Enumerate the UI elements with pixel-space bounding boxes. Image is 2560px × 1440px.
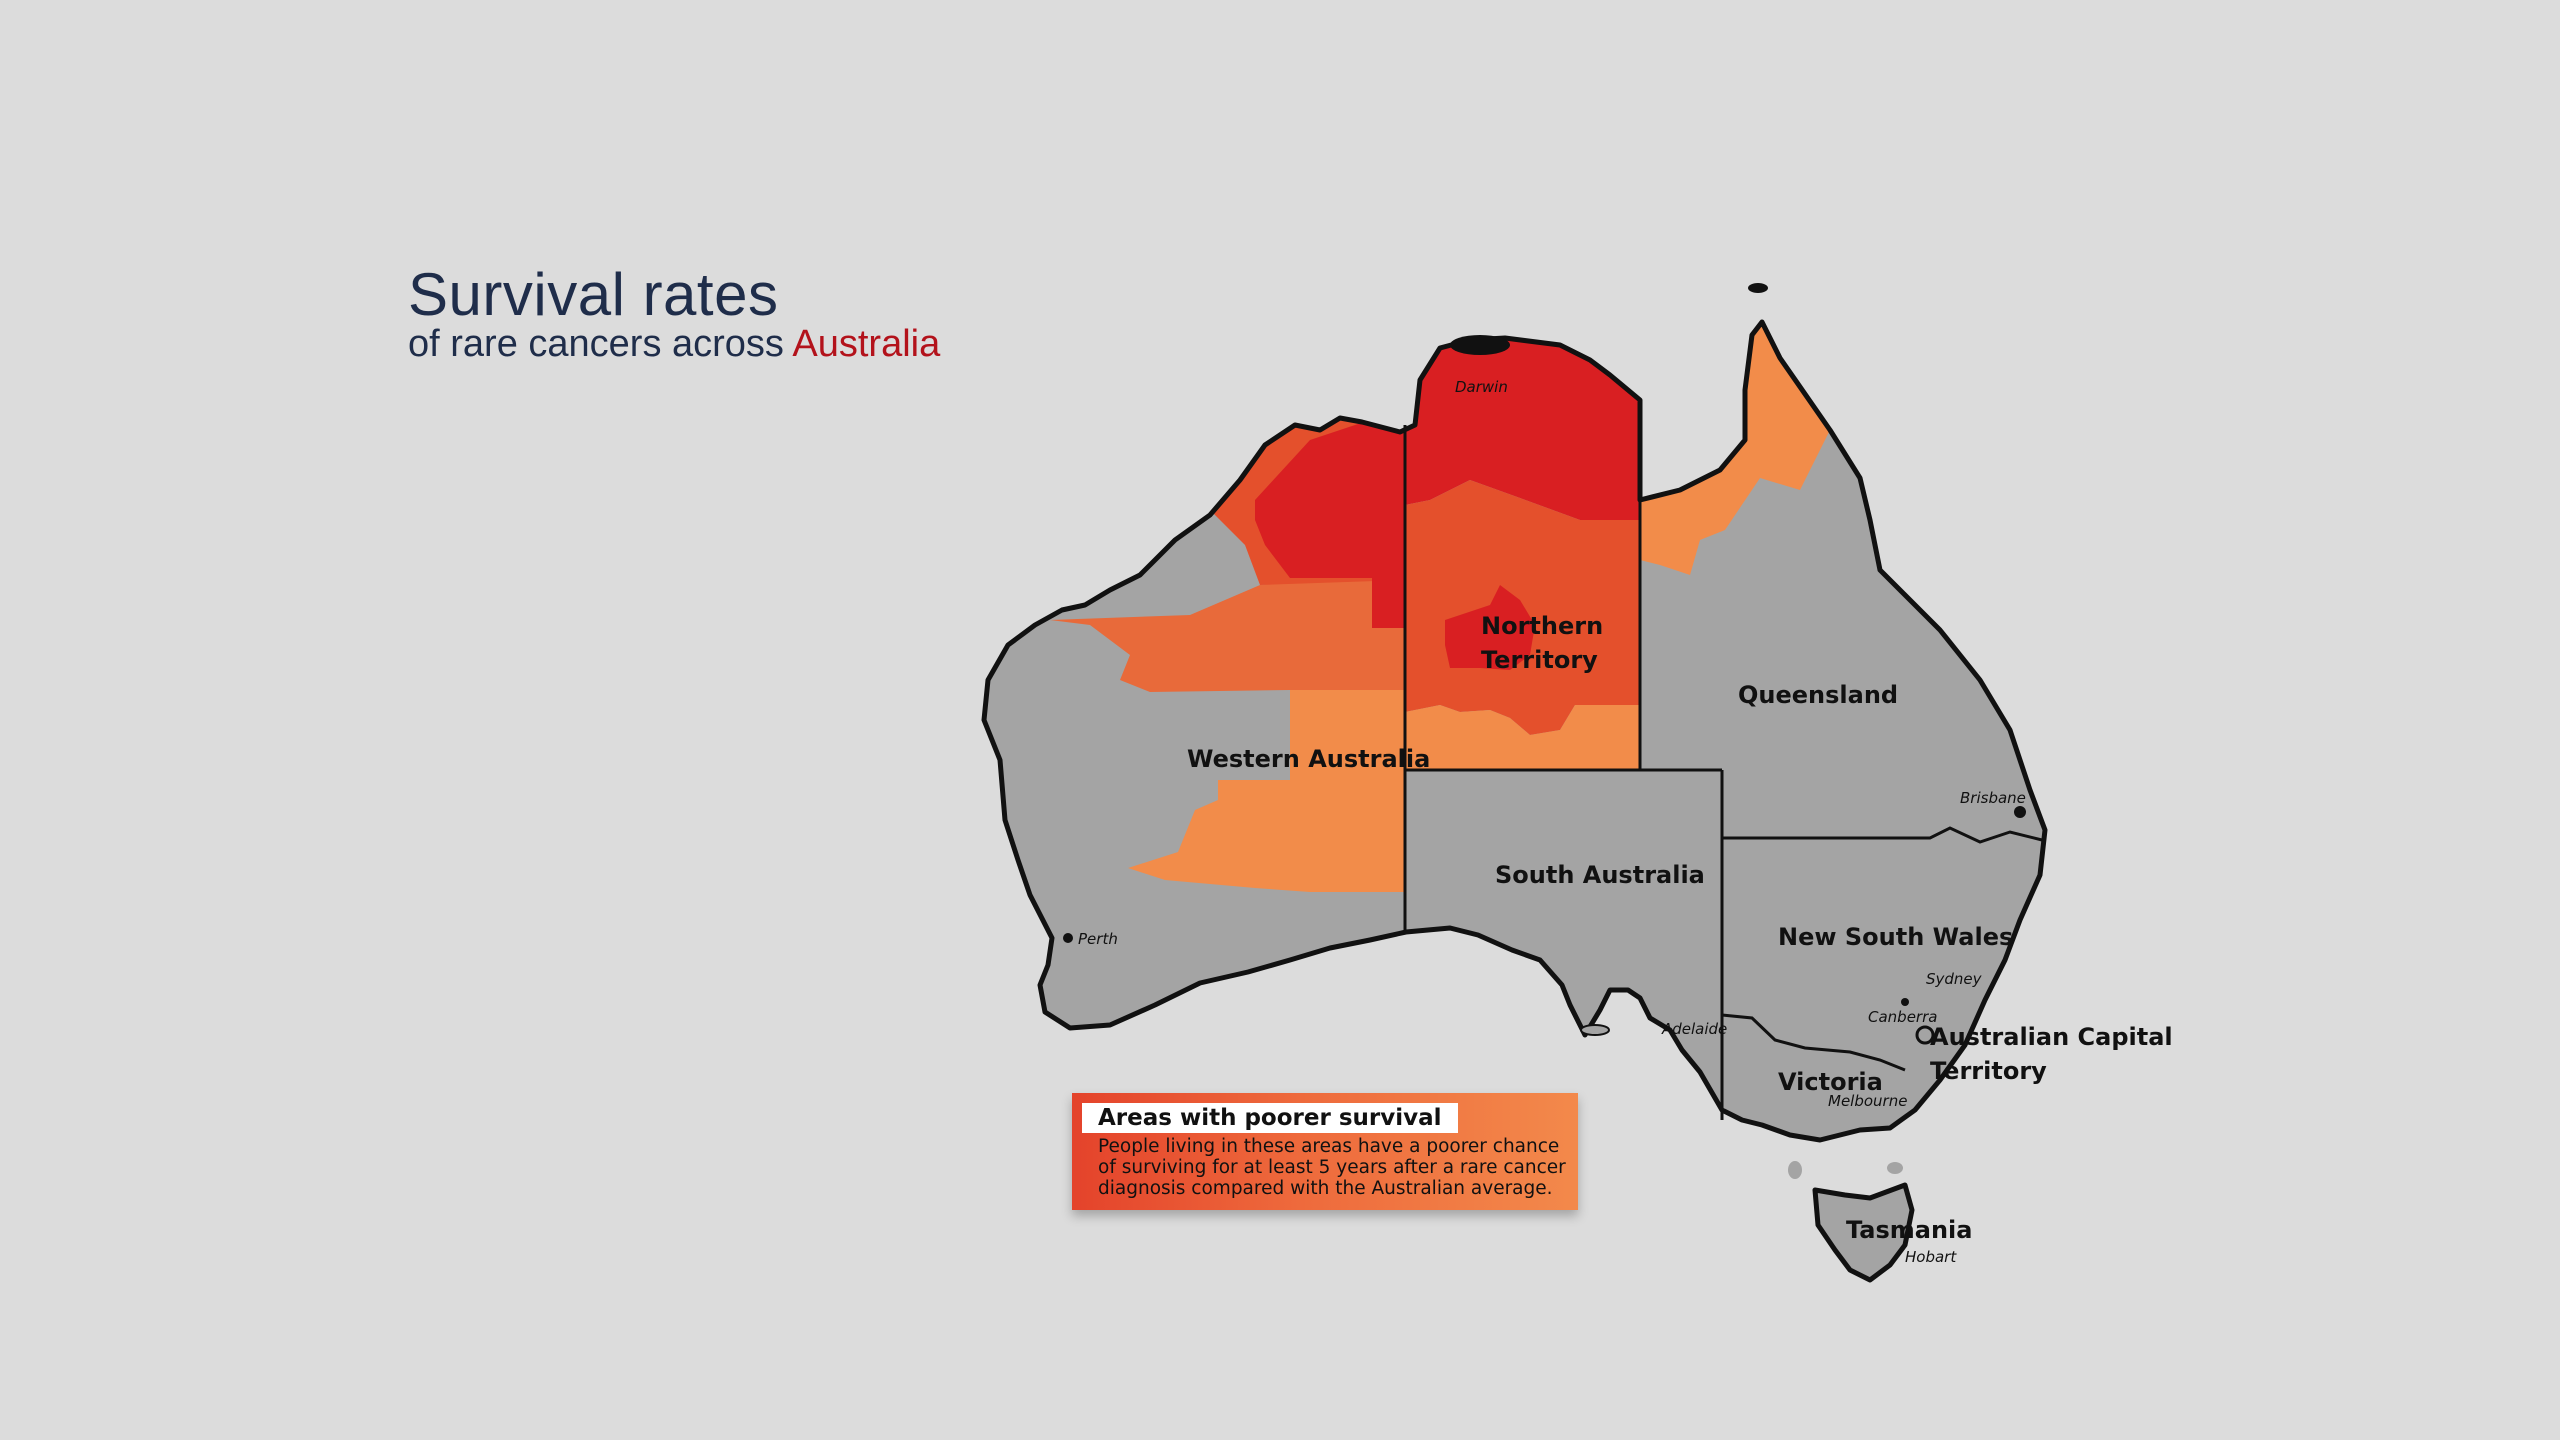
tasmania-island (1812, 1182, 1915, 1283)
label-northern-territory-line2: Territory (1481, 646, 1598, 674)
region-qld-capeyork-light (1640, 322, 1830, 575)
label-tasmania: Tasmania (1846, 1216, 1972, 1244)
label-darwin: Darwin (1455, 378, 1508, 396)
label-queensland: Queensland (1738, 681, 1898, 709)
map-title: Survival rates (408, 261, 779, 328)
region-nt-north-dark (1405, 322, 1640, 520)
torres-strait-islands (1748, 283, 1768, 293)
region-wa-south-light (1128, 690, 1405, 892)
map-subtitle-accent: Australia (792, 323, 941, 365)
map-subtitle-prefix: of rare cancers across (408, 323, 793, 365)
city-markers (1063, 806, 2026, 1045)
act-marker (1915, 1025, 1935, 1045)
map-title-block: Survival rates of rare cancers across Au… (408, 262, 940, 366)
region-nt-centre-dark (1445, 585, 1535, 670)
legend-heading: Areas with poorer survival (1082, 1103, 1458, 1133)
label-canberra: Canberra (1868, 1008, 1937, 1026)
legend-description: People living in these areas have a poor… (1098, 1136, 1566, 1199)
tiwi-islands (1450, 335, 1510, 355)
canberra-marker (1901, 998, 1909, 1006)
label-south-australia: South Australia (1495, 861, 1705, 889)
coastline (981, 319, 2048, 1143)
perth-marker (1063, 933, 1073, 943)
king-island (1788, 1161, 1802, 1179)
label-new-south-wales: New South Wales (1778, 923, 2013, 951)
label-western-australia: Western Australia (1187, 745, 1430, 773)
label-act-line2: Territory (1930, 1057, 2047, 1085)
kangaroo-island (1580, 1024, 1610, 1036)
region-wa-kimberley-dark (1255, 420, 1405, 628)
state-borders (1403, 425, 2043, 1120)
label-brisbane: Brisbane (1960, 789, 2026, 807)
map-subtitle: of rare cancers across Australia (408, 322, 940, 366)
legend: Areas with poorer survival People living… (1072, 1093, 1578, 1210)
label-victoria: Victoria (1778, 1068, 1883, 1096)
label-melbourne: Melbourne (1828, 1092, 1907, 1110)
region-wa-pilbara-medium (1050, 580, 1405, 692)
flinders-island (1887, 1162, 1903, 1174)
label-adelaide: Adelaide (1661, 1020, 1727, 1038)
label-northern-territory-line1: Northern (1481, 612, 1603, 640)
brisbane-marker (2014, 806, 2026, 818)
label-hobart: Hobart (1905, 1248, 1957, 1266)
border-nsw-vic (1721, 1013, 1906, 1072)
label-sydney: Sydney (1926, 970, 1983, 988)
label-act-line1: Australian Capital (1930, 1023, 2173, 1051)
region-nt-south-light (1405, 705, 1640, 770)
label-perth: Perth (1078, 930, 1118, 948)
border-qld-nsw (1722, 826, 2043, 844)
